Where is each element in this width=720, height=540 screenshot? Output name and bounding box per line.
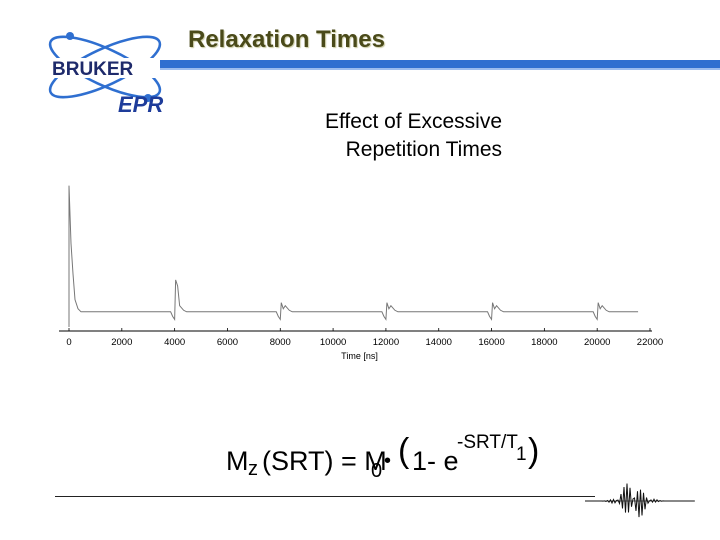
x-axis-label: Time [ns] xyxy=(341,351,378,361)
x-tick-label: 6000 xyxy=(217,337,238,348)
x-tick-label: 10000 xyxy=(320,337,346,348)
formula-z-sub: z xyxy=(248,458,258,480)
slide-title: Relaxation Times xyxy=(188,26,385,53)
formula-close-paren: ) xyxy=(528,432,540,470)
x-tick-label: 16000 xyxy=(478,337,504,348)
subtitle-line-2: Repetition Times xyxy=(345,138,502,161)
x-tick-label: 20000 xyxy=(584,337,610,348)
x-tick-label: 2000 xyxy=(111,337,132,348)
footer-line xyxy=(55,496,595,497)
x-tick-label: 4000 xyxy=(164,337,185,348)
logo-brand: BRUKER xyxy=(52,59,134,80)
formula-lhs: (SRT) = M xyxy=(262,446,387,476)
formula-t1-sub: 1 xyxy=(516,444,527,465)
formula-exponent: -SRT/T xyxy=(457,432,518,453)
signal-trace xyxy=(68,185,639,327)
formula-m: M xyxy=(226,446,249,476)
header-accent-bar-light xyxy=(160,68,720,70)
subtitle-line-1: Effect of Excessive xyxy=(324,110,502,133)
x-tick-label: 8000 xyxy=(270,337,291,348)
formula-open-paren: ( xyxy=(398,432,410,470)
formula-m0-sub: 0 xyxy=(371,460,383,482)
x-tick-label: 18000 xyxy=(531,337,557,348)
x-tick-label: 12000 xyxy=(373,337,399,348)
x-tick-label: 14000 xyxy=(426,337,452,348)
logo-product: EPR xyxy=(118,92,163,117)
formula-inner: 1- e xyxy=(412,446,459,476)
formula-dot: • xyxy=(384,450,392,472)
x-tick-label: 22000 xyxy=(637,337,663,348)
header-accent-bar xyxy=(160,60,720,68)
atom-icon xyxy=(48,32,162,102)
bruker-logo: BRUKER EPR xyxy=(48,32,163,117)
relaxation-chart: 0 2000 4000 6000 8000 10000 12000 14000 16000 180… xyxy=(59,185,663,361)
relaxation-formula: M z (SRT) = M 0 • ( 1- e -SRT/T 1 ) xyxy=(226,432,566,498)
x-tick-label: 0 xyxy=(66,337,71,348)
waveform-decoration xyxy=(585,483,695,518)
slide-subtitle: Effect of Excessive Repetition Times xyxy=(262,108,502,164)
